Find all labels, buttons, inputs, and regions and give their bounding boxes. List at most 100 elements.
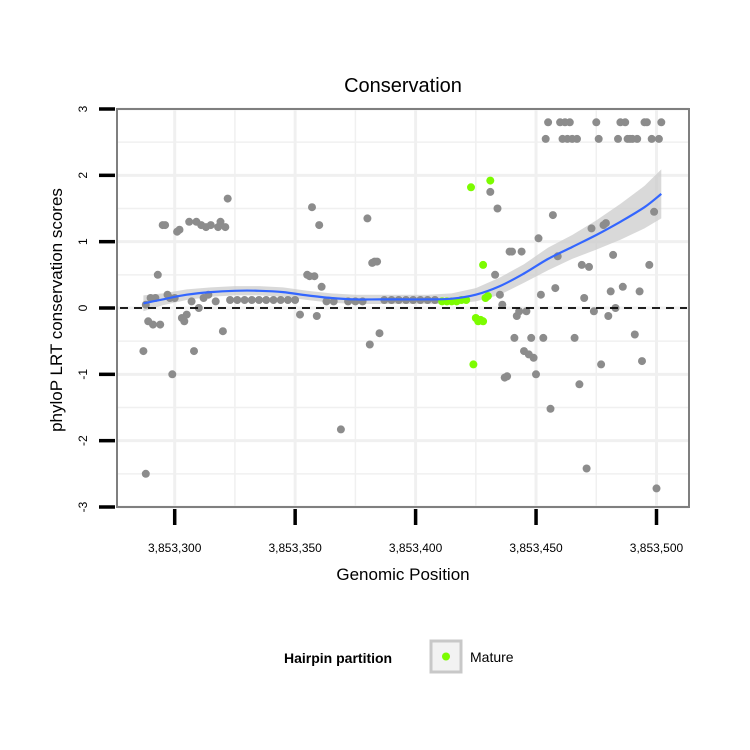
- y-axis: -3 -2 -1 0 1 2 3: [76, 105, 115, 512]
- point-other: [582, 464, 591, 473]
- point-other: [255, 296, 263, 304]
- y-tick-label: 3: [76, 105, 90, 112]
- point-other: [363, 214, 372, 223]
- confidence-band-layer: [143, 169, 662, 312]
- y-tick-label: 2: [76, 172, 90, 179]
- point-other: [180, 317, 189, 326]
- point-other: [645, 260, 654, 269]
- point-other: [551, 284, 560, 293]
- point-other: [544, 118, 553, 127]
- point-other: [283, 296, 292, 304]
- point-other: [534, 234, 543, 243]
- point-other: [652, 484, 661, 493]
- point-other: [495, 290, 504, 299]
- x-axis: 3,853,300 3,853,350 3,853,400 3,853,450 3,85…: [148, 509, 684, 555]
- y-axis-title: phyloP LRT conservation scores: [47, 188, 66, 432]
- point-other: [597, 360, 606, 369]
- point-other: [247, 296, 256, 304]
- point-other: [517, 247, 526, 256]
- point-other: [529, 353, 538, 362]
- confidence-band: [143, 169, 662, 312]
- point-other: [491, 270, 500, 279]
- point-other: [182, 310, 191, 319]
- point-other: [187, 297, 196, 306]
- point-other: [642, 118, 651, 127]
- point-other: [375, 329, 384, 338]
- point-other: [233, 296, 242, 304]
- point-other: [498, 300, 507, 309]
- smooth-line: [143, 193, 662, 305]
- y-tick-label: -3: [76, 501, 90, 512]
- point-mature: [467, 183, 475, 192]
- point-other: [594, 134, 603, 143]
- point-other: [322, 297, 331, 306]
- point-other: [575, 380, 584, 389]
- x-tick-label: 3,853,450: [509, 541, 563, 555]
- point-other: [308, 203, 316, 212]
- point-other: [609, 250, 618, 259]
- chart-title: Conservation: [344, 75, 462, 97]
- point-other: [175, 225, 184, 234]
- y-tick-label: 1: [76, 238, 90, 245]
- point-other: [527, 333, 536, 342]
- point-other: [486, 187, 495, 196]
- point-mature: [469, 360, 478, 369]
- point-other: [585, 262, 593, 271]
- point-other: [190, 347, 198, 356]
- point-mature: [486, 176, 495, 185]
- point-other: [153, 270, 162, 279]
- point-other: [587, 224, 596, 233]
- plot-border: [116, 108, 690, 508]
- point-other: [614, 134, 622, 143]
- legend: Hairpin partition Mature: [284, 639, 514, 674]
- point-other: [269, 296, 278, 304]
- legend-key-mature: [442, 652, 450, 661]
- point-other: [206, 221, 215, 230]
- point-other: [218, 327, 227, 336]
- point-other: [536, 290, 545, 299]
- point-other: [503, 372, 512, 381]
- point-other: [493, 204, 502, 213]
- point-other: [592, 118, 601, 127]
- x-tick-label: 3,853,400: [389, 541, 443, 555]
- point-mature: [479, 260, 488, 269]
- point-other: [618, 282, 627, 291]
- point-other: [570, 333, 579, 342]
- point-other: [336, 425, 345, 434]
- point-other: [161, 221, 170, 230]
- point-other: [565, 118, 574, 127]
- point-other: [548, 211, 557, 220]
- point-other: [650, 207, 659, 216]
- point-other: [633, 134, 642, 143]
- point-other: [262, 296, 271, 304]
- point-other: [216, 217, 225, 226]
- point-other: [291, 296, 300, 304]
- point-other: [647, 134, 656, 143]
- point-other: [221, 223, 230, 232]
- legend-label-mature: Mature: [470, 649, 514, 665]
- point-other: [601, 219, 610, 228]
- point-other: [522, 307, 531, 316]
- point-other: [510, 333, 519, 342]
- point-other: [168, 370, 177, 379]
- point-other: [365, 340, 374, 349]
- point-other: [606, 287, 615, 296]
- point-other: [604, 312, 613, 320]
- point-other: [541, 134, 550, 143]
- legend-title: Hairpin partition: [284, 650, 392, 666]
- points-layer: [139, 118, 666, 493]
- point-other: [580, 294, 589, 302]
- x-tick-label: 3,853,350: [268, 541, 322, 555]
- point-other: [296, 310, 304, 319]
- point-mature: [483, 292, 492, 301]
- smooth-line-layer: [143, 193, 662, 305]
- point-other: [589, 307, 598, 316]
- point-other: [630, 330, 639, 339]
- y-tick-label: -2: [76, 435, 90, 446]
- point-other: [211, 297, 220, 306]
- point-other: [573, 134, 581, 143]
- point-other: [508, 247, 516, 256]
- point-other: [185, 217, 194, 226]
- point-other: [194, 304, 203, 312]
